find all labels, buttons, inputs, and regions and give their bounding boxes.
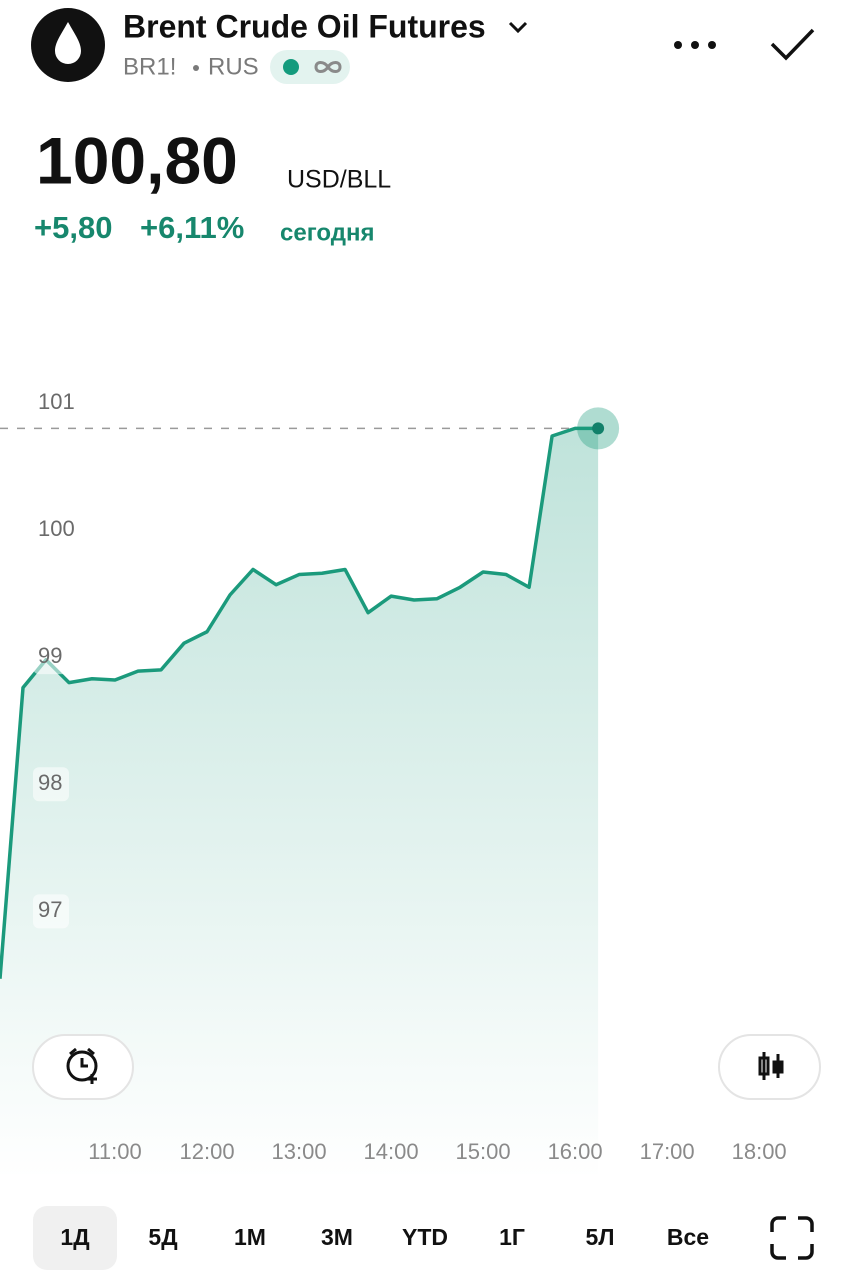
x-tick-label: 11:00 — [88, 1139, 141, 1164]
alert-button[interactable] — [32, 1034, 134, 1100]
y-tick-label: 97 — [38, 897, 62, 922]
range-tab[interactable]: Все — [667, 1224, 709, 1250]
x-tick-label: 15:00 — [456, 1139, 511, 1164]
y-tick-bg — [33, 767, 69, 802]
last-point — [592, 422, 605, 435]
price: 100,80 — [36, 123, 238, 197]
y-tick-label: 100 — [38, 516, 75, 541]
range-tab[interactable]: YTD — [402, 1224, 448, 1250]
exchange: RUS — [208, 53, 259, 80]
title: Brent Crude Oil Futures — [123, 8, 486, 44]
x-tick-label: 17:00 — [640, 1139, 695, 1164]
y-tick-bg — [33, 894, 69, 929]
change: +5,80 — [34, 210, 112, 245]
more-button[interactable] — [674, 41, 716, 49]
y-tick-label: 101 — [38, 389, 75, 414]
status-dot — [283, 59, 299, 75]
separator — [193, 65, 199, 71]
title-dropdown[interactable] — [508, 21, 528, 34]
status-pill — [270, 50, 350, 84]
range-tab[interactable]: 1Д — [60, 1224, 89, 1250]
x-tick-label: 18:00 — [732, 1139, 787, 1164]
symbol: BR1! — [123, 53, 176, 80]
chart: 97 98 99 100 101 11:00 12:00 13:00 14:00 15:00 16:… — [0, 385, 787, 1180]
fullscreen-button[interactable] — [770, 1216, 814, 1260]
y-tick-label: 99 — [38, 643, 62, 668]
price-line — [0, 426, 599, 979]
period: сегодня — [280, 219, 374, 246]
price-unit: USD/BLL — [287, 166, 391, 194]
done-button[interactable] — [770, 28, 815, 61]
range-tabs: 1Д 5Д 1М 3М YTD 1Г 5Л Все — [60, 1224, 709, 1250]
y-tick-bg — [33, 385, 69, 420]
infinity-icon — [314, 61, 342, 73]
x-tick-label: 14:00 — [364, 1139, 419, 1164]
y-tick-bg — [33, 513, 69, 548]
change-percent: +6,11% — [140, 210, 244, 245]
y-tick-bg — [33, 640, 69, 675]
range-tab[interactable]: 3М — [321, 1224, 353, 1250]
range-tab[interactable]: 5Д — [148, 1224, 177, 1250]
area-fill — [0, 428, 599, 1180]
x-tick-label: 12:00 — [180, 1139, 235, 1164]
x-tick-label: 16:00 — [548, 1139, 603, 1164]
logo-drop — [55, 22, 81, 64]
range-tab[interactable]: 1М — [234, 1224, 266, 1250]
y-tick-label: 98 — [38, 770, 62, 795]
candles-button[interactable] — [718, 1034, 821, 1100]
range-selected-bg — [33, 1206, 117, 1270]
x-tick-label: 13:00 — [272, 1139, 327, 1164]
range-tab[interactable]: 5Л — [586, 1224, 615, 1250]
range-tab[interactable]: 1Г — [499, 1224, 525, 1250]
